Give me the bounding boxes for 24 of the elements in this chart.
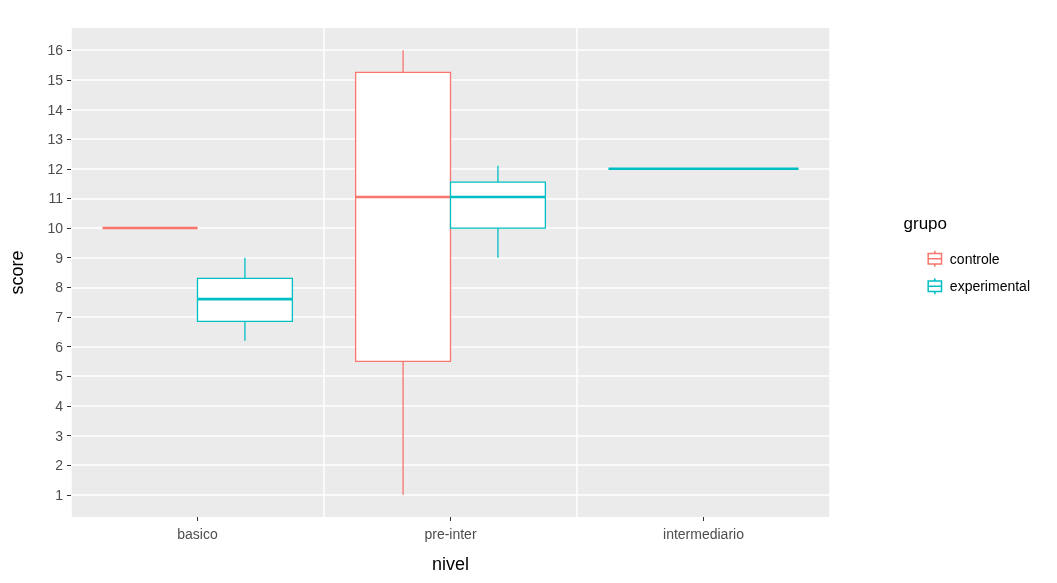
y-tick-label: 10 [47, 220, 64, 237]
legend-label: controle [949, 250, 1000, 267]
x-tick-label: basico [177, 526, 218, 542]
x-axis-title: nivel [431, 554, 470, 574]
legend-label: experimental [949, 278, 1030, 295]
y-tick-label: 6 [55, 338, 64, 355]
y-tick-label: 14 [47, 101, 64, 118]
y-tick-label: 3 [55, 427, 64, 444]
y-tick-label: 11 [48, 190, 64, 207]
y-tick-label: 8 [55, 279, 64, 296]
y-tick-label: 2 [55, 457, 64, 474]
x-tick-label: intermediario [663, 526, 745, 542]
y-tick-label: 9 [55, 249, 64, 266]
y-tick-label: 16 [47, 42, 64, 59]
y-tick-label: 13 [47, 131, 64, 148]
y-tick-label: 4 [55, 397, 64, 414]
y-tick-label: 15 [47, 71, 64, 88]
y-tick-label: 1 [55, 486, 64, 503]
y-tick-label: 12 [47, 160, 64, 177]
y-axis-title: score [7, 250, 27, 295]
y-tick-label: 5 [55, 368, 64, 385]
y-tick-label: 7 [55, 308, 64, 325]
legend-title: grupo [903, 214, 947, 233]
x-tick-label: pre-inter [424, 526, 477, 542]
